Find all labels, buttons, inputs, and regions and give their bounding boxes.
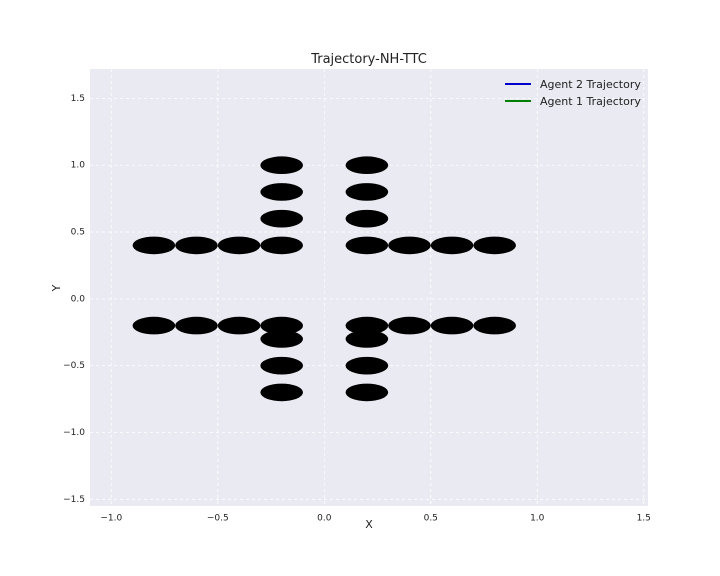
x-tick-label: −1.0 xyxy=(100,514,122,524)
y-tick-label: 1.0 xyxy=(71,161,86,171)
obstacle-circle xyxy=(345,356,389,375)
y-tick-label: 1.5 xyxy=(71,94,85,104)
obstacle-circle xyxy=(388,236,431,255)
obstacle-circle xyxy=(260,156,303,175)
obstacle-circle xyxy=(345,183,389,201)
y-tick-label: −1.0 xyxy=(63,428,85,438)
obstacle-circle xyxy=(345,209,389,228)
obstacle-circle xyxy=(345,383,389,402)
x-tick-label: 0.5 xyxy=(424,514,438,524)
y-tick-label: −1.5 xyxy=(63,495,85,505)
x-tick-label: −0.5 xyxy=(207,514,229,524)
y-axis-label: Y xyxy=(50,284,63,292)
obstacle-circle xyxy=(430,236,474,255)
obstacle-circle xyxy=(217,316,261,335)
y-tick-label: 0.0 xyxy=(71,294,86,304)
obstacle-circle xyxy=(388,316,431,335)
legend: Agent 2 Trajectory Agent 1 Trajectory xyxy=(505,78,641,108)
plot-area xyxy=(90,69,648,506)
y-tick-labels: −1.5 −1.0 −0.5 0.0 0.5 1.0 1.5 xyxy=(63,94,85,505)
obstacle-circle xyxy=(217,236,261,255)
legend-label-agent-2: Agent 2 Trajectory xyxy=(540,78,641,91)
obstacle-circle xyxy=(260,183,303,201)
x-tick-labels: −1.0 −0.5 0.0 0.5 1.0 1.5 xyxy=(100,514,651,524)
obstacle-circle xyxy=(473,316,516,335)
obstacle-circle xyxy=(345,236,389,255)
obstacle-circle xyxy=(260,383,303,402)
obstacle-circle xyxy=(175,316,218,335)
chart-title: Trajectory-NH-TTC xyxy=(310,52,427,67)
y-tick-label: 0.5 xyxy=(71,228,85,238)
obstacle-circle xyxy=(260,236,303,255)
obstacle-circle xyxy=(260,209,303,228)
obstacle-circle xyxy=(132,316,176,335)
obstacle-circle xyxy=(345,156,389,175)
obstacle-circle xyxy=(345,316,389,335)
obstacle-circle xyxy=(260,316,303,335)
x-axis-label: X xyxy=(365,518,373,531)
obstacle-circle xyxy=(430,316,474,335)
obstacle-circle xyxy=(260,356,303,375)
grid-lines xyxy=(90,69,648,506)
obstacle-circle xyxy=(345,330,389,348)
x-tick-label: 1.5 xyxy=(637,514,651,524)
x-tick-label: 0.0 xyxy=(317,514,332,524)
obstacle-circle xyxy=(175,236,218,255)
obstacle-circle xyxy=(260,330,303,348)
obstacle-circle xyxy=(132,236,176,255)
obstacles xyxy=(132,156,516,402)
y-tick-label: −0.5 xyxy=(63,361,85,371)
legend-label-agent-1: Agent 1 Trajectory xyxy=(540,95,641,108)
x-tick-label: 1.0 xyxy=(530,514,545,524)
obstacle-circle xyxy=(473,236,516,255)
